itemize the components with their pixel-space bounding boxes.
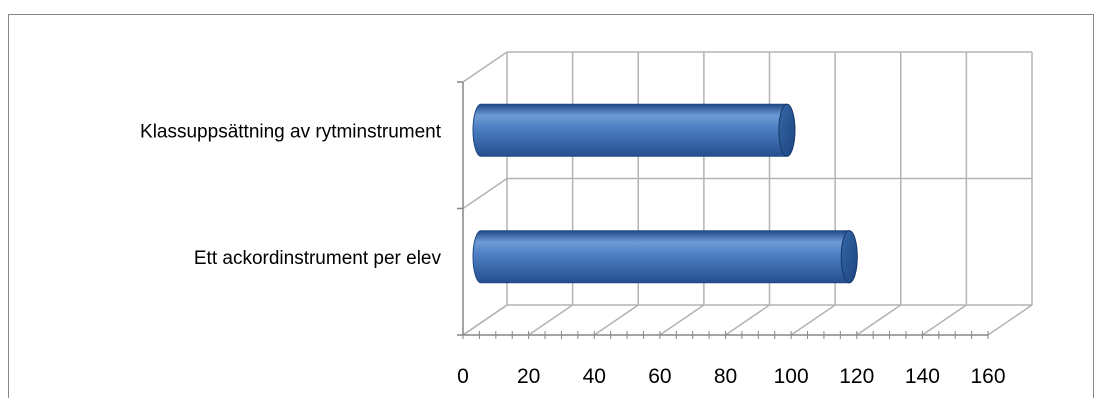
bar xyxy=(472,230,858,284)
labels: Klassuppsättning av rytminstrument Ett ac… xyxy=(140,121,1005,388)
x-tick-label: 140 xyxy=(905,365,940,388)
bar-body xyxy=(472,230,858,284)
x-tick-label: 160 xyxy=(970,365,1005,388)
x-tick-label: 100 xyxy=(774,365,809,388)
x-tick-label: 120 xyxy=(839,365,874,388)
bar-body xyxy=(472,103,796,157)
x-tick-label: 60 xyxy=(648,365,671,388)
grid xyxy=(457,51,1033,339)
category-label: Ett ackordinstrument per elev xyxy=(194,248,442,269)
chart-frame xyxy=(8,14,1094,398)
side-wall-line xyxy=(462,177,508,210)
floor-line xyxy=(528,304,574,336)
bar-end-cap xyxy=(778,103,796,157)
bars xyxy=(472,103,858,284)
x-tick-label: 80 xyxy=(714,365,737,388)
bar-end-cap xyxy=(840,230,858,284)
bar xyxy=(472,103,796,157)
floor-line xyxy=(790,304,836,336)
x-tick-label: 20 xyxy=(517,365,540,388)
floor-line xyxy=(725,304,770,336)
x-tick-label: 0 xyxy=(457,365,469,388)
floor-line xyxy=(593,304,639,336)
floor-line xyxy=(856,304,902,336)
category-label: Klassuppsättning av rytminstrument xyxy=(140,121,442,142)
floor-line xyxy=(987,304,1033,336)
floor-line xyxy=(921,304,967,336)
x-tick-label: 40 xyxy=(583,365,606,388)
floor-line xyxy=(462,304,508,336)
side-wall-line xyxy=(462,51,508,83)
floor-line xyxy=(659,304,705,336)
